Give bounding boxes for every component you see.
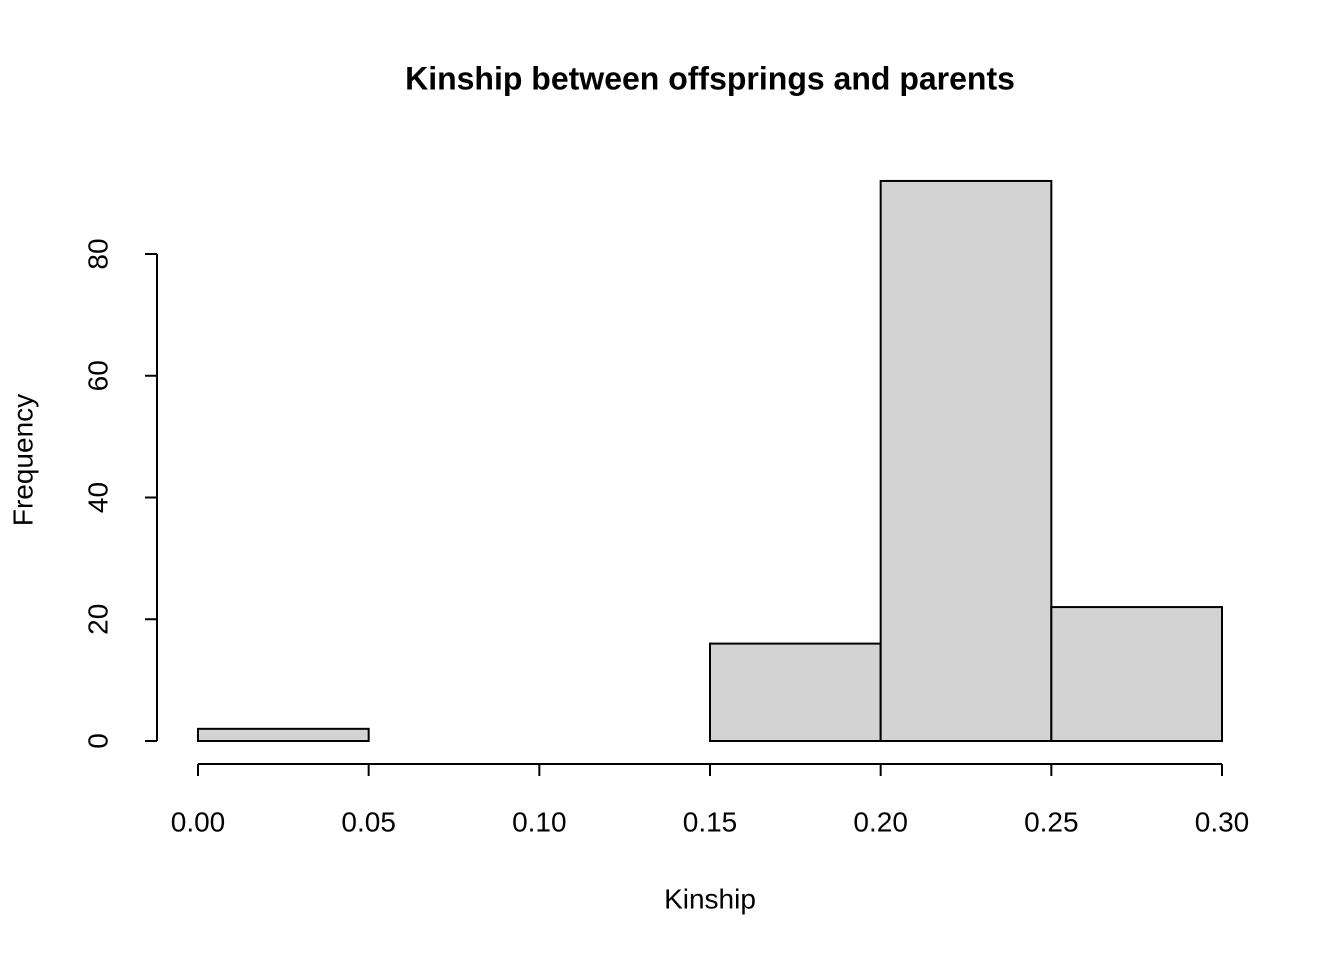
y-tick-label: 60 <box>82 360 113 391</box>
y-tick-label: 20 <box>82 604 113 635</box>
x-tick-label: 0.05 <box>341 806 396 837</box>
x-tick-label: 0.30 <box>1195 806 1250 837</box>
x-axis-title: Kinship <box>664 883 756 914</box>
y-tick-label: 0 <box>82 733 113 749</box>
y-tick-label: 80 <box>82 238 113 269</box>
x-tick-label: 0.10 <box>512 806 567 837</box>
x-tick-label: 0.15 <box>683 806 738 837</box>
y-tick-label: 40 <box>82 482 113 513</box>
bar <box>1050 606 1224 743</box>
x-tick-label: 0.00 <box>171 806 226 837</box>
chart-title: Kinship between offsprings and parents <box>405 60 1015 96</box>
bar <box>197 727 370 743</box>
bar <box>879 179 1053 742</box>
bar <box>709 642 882 742</box>
y-axis-title: Frequency <box>7 394 38 526</box>
x-tick-label: 0.20 <box>853 806 908 837</box>
x-tick-label: 0.25 <box>1024 806 1079 837</box>
